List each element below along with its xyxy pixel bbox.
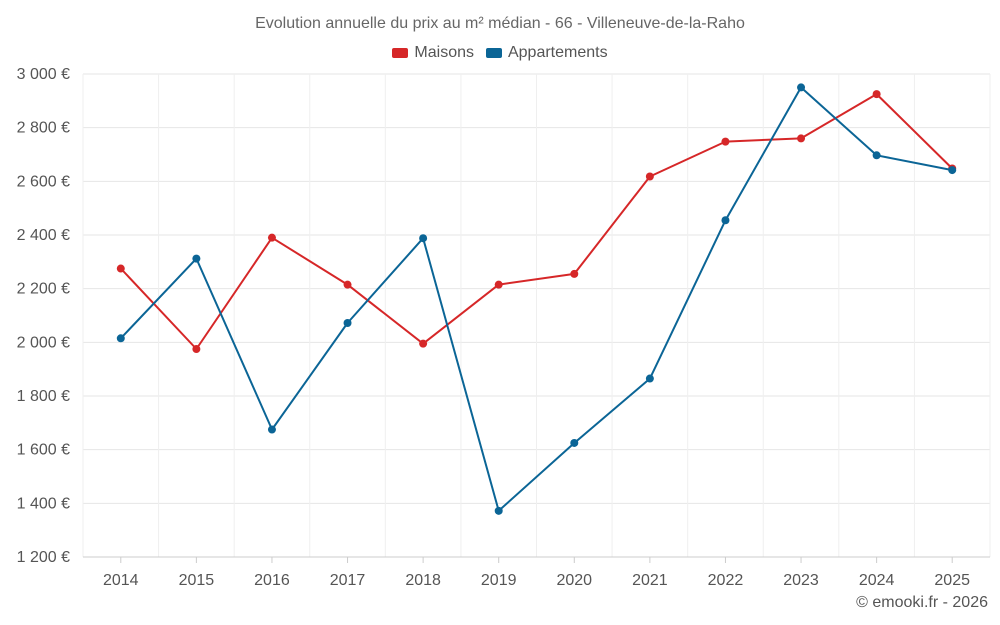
data-point-maisons <box>721 137 730 146</box>
series-line-maisons <box>120 93 953 350</box>
y-tick-label: 1 200 € <box>17 549 70 566</box>
y-axis: 1 200 € 1 400 € 1 600 € 1 800 € 2 000 € 2 200… <box>17 66 70 566</box>
data-point-maisons <box>267 233 276 242</box>
chart-title: Evolution annuelle du prix au m² médian … <box>255 15 745 32</box>
y-tick-label: 2 400 € <box>17 227 70 244</box>
data-point-appartements <box>797 83 806 92</box>
x-tick-label: 2025 <box>934 572 970 589</box>
x-tick-label: 2017 <box>330 572 366 589</box>
legend-swatch-maisons <box>392 48 409 58</box>
legend-item-maisons[interactable]: Maisons <box>392 44 474 62</box>
data-point-appartements <box>192 254 201 263</box>
data-point-maisons <box>645 172 654 181</box>
legend-label-appartements: Appartements <box>507 44 608 61</box>
data-point-maisons <box>419 339 428 348</box>
data-point-appartements <box>645 374 654 383</box>
legend-item-appartements[interactable]: Appartements <box>485 44 608 62</box>
data-point-appartements <box>948 166 957 175</box>
credit-text: © emooki.fr - 2026 <box>856 594 988 611</box>
data-point-appartements <box>494 506 503 515</box>
y-tick-label: 1 800 € <box>17 388 70 405</box>
x-tick-label: 2019 <box>481 572 517 589</box>
data-point-maisons <box>797 134 806 143</box>
x-tick-label: 2020 <box>556 572 592 589</box>
y-tick-label: 2 600 € <box>17 173 70 190</box>
y-tick-label: 1 600 € <box>17 442 70 459</box>
data-point-maisons <box>116 264 125 273</box>
x-tick-label: 2024 <box>859 572 895 589</box>
y-tick-label: 2 200 € <box>17 281 70 298</box>
data-point-maisons <box>343 280 352 289</box>
x-tick-label: 2015 <box>179 572 215 589</box>
x-tick-label: 2016 <box>254 572 290 589</box>
y-tick-label: 2 000 € <box>17 334 70 351</box>
x-tick-label: 2023 <box>783 572 819 589</box>
data-point-appartements <box>721 216 730 225</box>
y-tick-label: 2 800 € <box>17 120 70 137</box>
data-point-maisons <box>494 280 503 289</box>
data-point-appartements <box>343 319 352 328</box>
series-line-appartements <box>120 86 953 512</box>
x-axis: 2014 2015 2016 2017 2018 2019 2020 2021 2022 2023… <box>83 556 990 589</box>
data-point-appartements <box>419 234 428 243</box>
data-point-appartements <box>872 151 881 160</box>
data-point-appartements <box>570 438 579 447</box>
data-point-maisons <box>192 345 201 354</box>
data-point-maisons <box>570 269 579 278</box>
x-tick-label: 2018 <box>405 572 441 589</box>
series-group <box>116 83 957 515</box>
x-tick-label: 2021 <box>632 572 668 589</box>
grid-lines <box>82 73 991 558</box>
data-point-appartements <box>267 425 276 434</box>
data-point-maisons <box>872 90 881 99</box>
legend: Maisons Appartements <box>0 44 1000 62</box>
x-tick-label: 2014 <box>103 572 139 589</box>
x-tick-label: 2022 <box>708 572 744 589</box>
legend-swatch-appartements <box>485 48 502 58</box>
data-point-appartements <box>116 334 125 343</box>
y-tick-label: 1 400 € <box>17 495 70 512</box>
y-tick-label: 3 000 € <box>17 66 70 83</box>
legend-label-maisons: Maisons <box>414 44 474 61</box>
